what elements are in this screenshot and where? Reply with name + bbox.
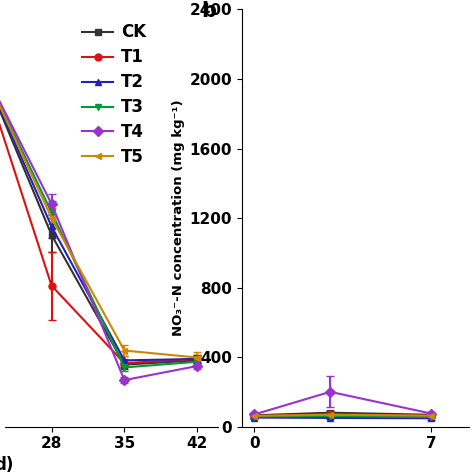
Legend: CK, T1, T2, T3, T4, T5: CK, T1, T2, T3, T4, T5 — [76, 17, 152, 172]
Text: b: b — [201, 1, 216, 21]
Text: d): d) — [0, 456, 13, 474]
Y-axis label: NO₃⁻-N concentration (mg kg⁻¹): NO₃⁻-N concentration (mg kg⁻¹) — [172, 100, 185, 337]
